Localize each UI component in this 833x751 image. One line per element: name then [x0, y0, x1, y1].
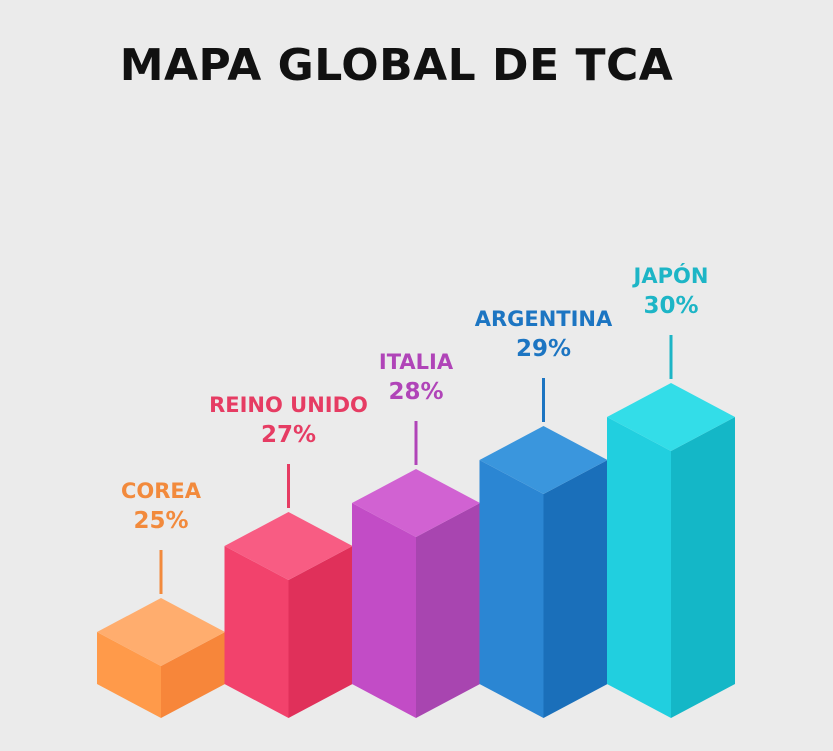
chart-title: MAPA GLOBAL DE TCA — [119, 40, 674, 91]
bar-reino-unido-top-face — [224, 512, 353, 580]
bar-italia-front-face — [352, 503, 416, 718]
bar-reino-unido — [224, 512, 353, 718]
category-label-reino-unido: REINO UNIDO — [209, 393, 368, 417]
bar-italia-top-face — [352, 469, 480, 537]
bar-corea-top-face — [97, 598, 225, 666]
category-label-corea: COREA — [121, 479, 202, 503]
bar-japon-side-face — [671, 417, 735, 718]
bar-italia — [352, 469, 480, 718]
category-label-italia: ITALIA — [379, 350, 454, 374]
bar-japon-top-face — [607, 383, 735, 451]
bar-corea-side-face — [161, 632, 225, 718]
bar-reino-unido-side-face — [288, 546, 353, 718]
bar-reino-unido-front-face — [224, 546, 289, 718]
value-label-argentina: 29% — [516, 336, 571, 362]
bar-argentina-side-face — [543, 460, 608, 718]
category-label-japon: JAPÓN — [632, 263, 709, 288]
bar-italia-side-face — [416, 503, 480, 718]
bar-corea-front-face — [97, 632, 161, 718]
bar-argentina-front-face — [479, 460, 544, 718]
value-label-corea: 25% — [133, 508, 188, 534]
value-label-italia: 28% — [388, 379, 443, 405]
bar-japon — [607, 383, 735, 718]
bar-argentina-top-face — [479, 426, 608, 494]
value-label-japon: 30% — [643, 293, 698, 319]
value-label-reino-unido: 27% — [261, 422, 316, 448]
bar-argentina — [479, 426, 608, 718]
category-label-argentina: ARGENTINA — [475, 307, 613, 331]
bar-japon-front-face — [607, 417, 671, 718]
bar-corea — [97, 598, 225, 718]
